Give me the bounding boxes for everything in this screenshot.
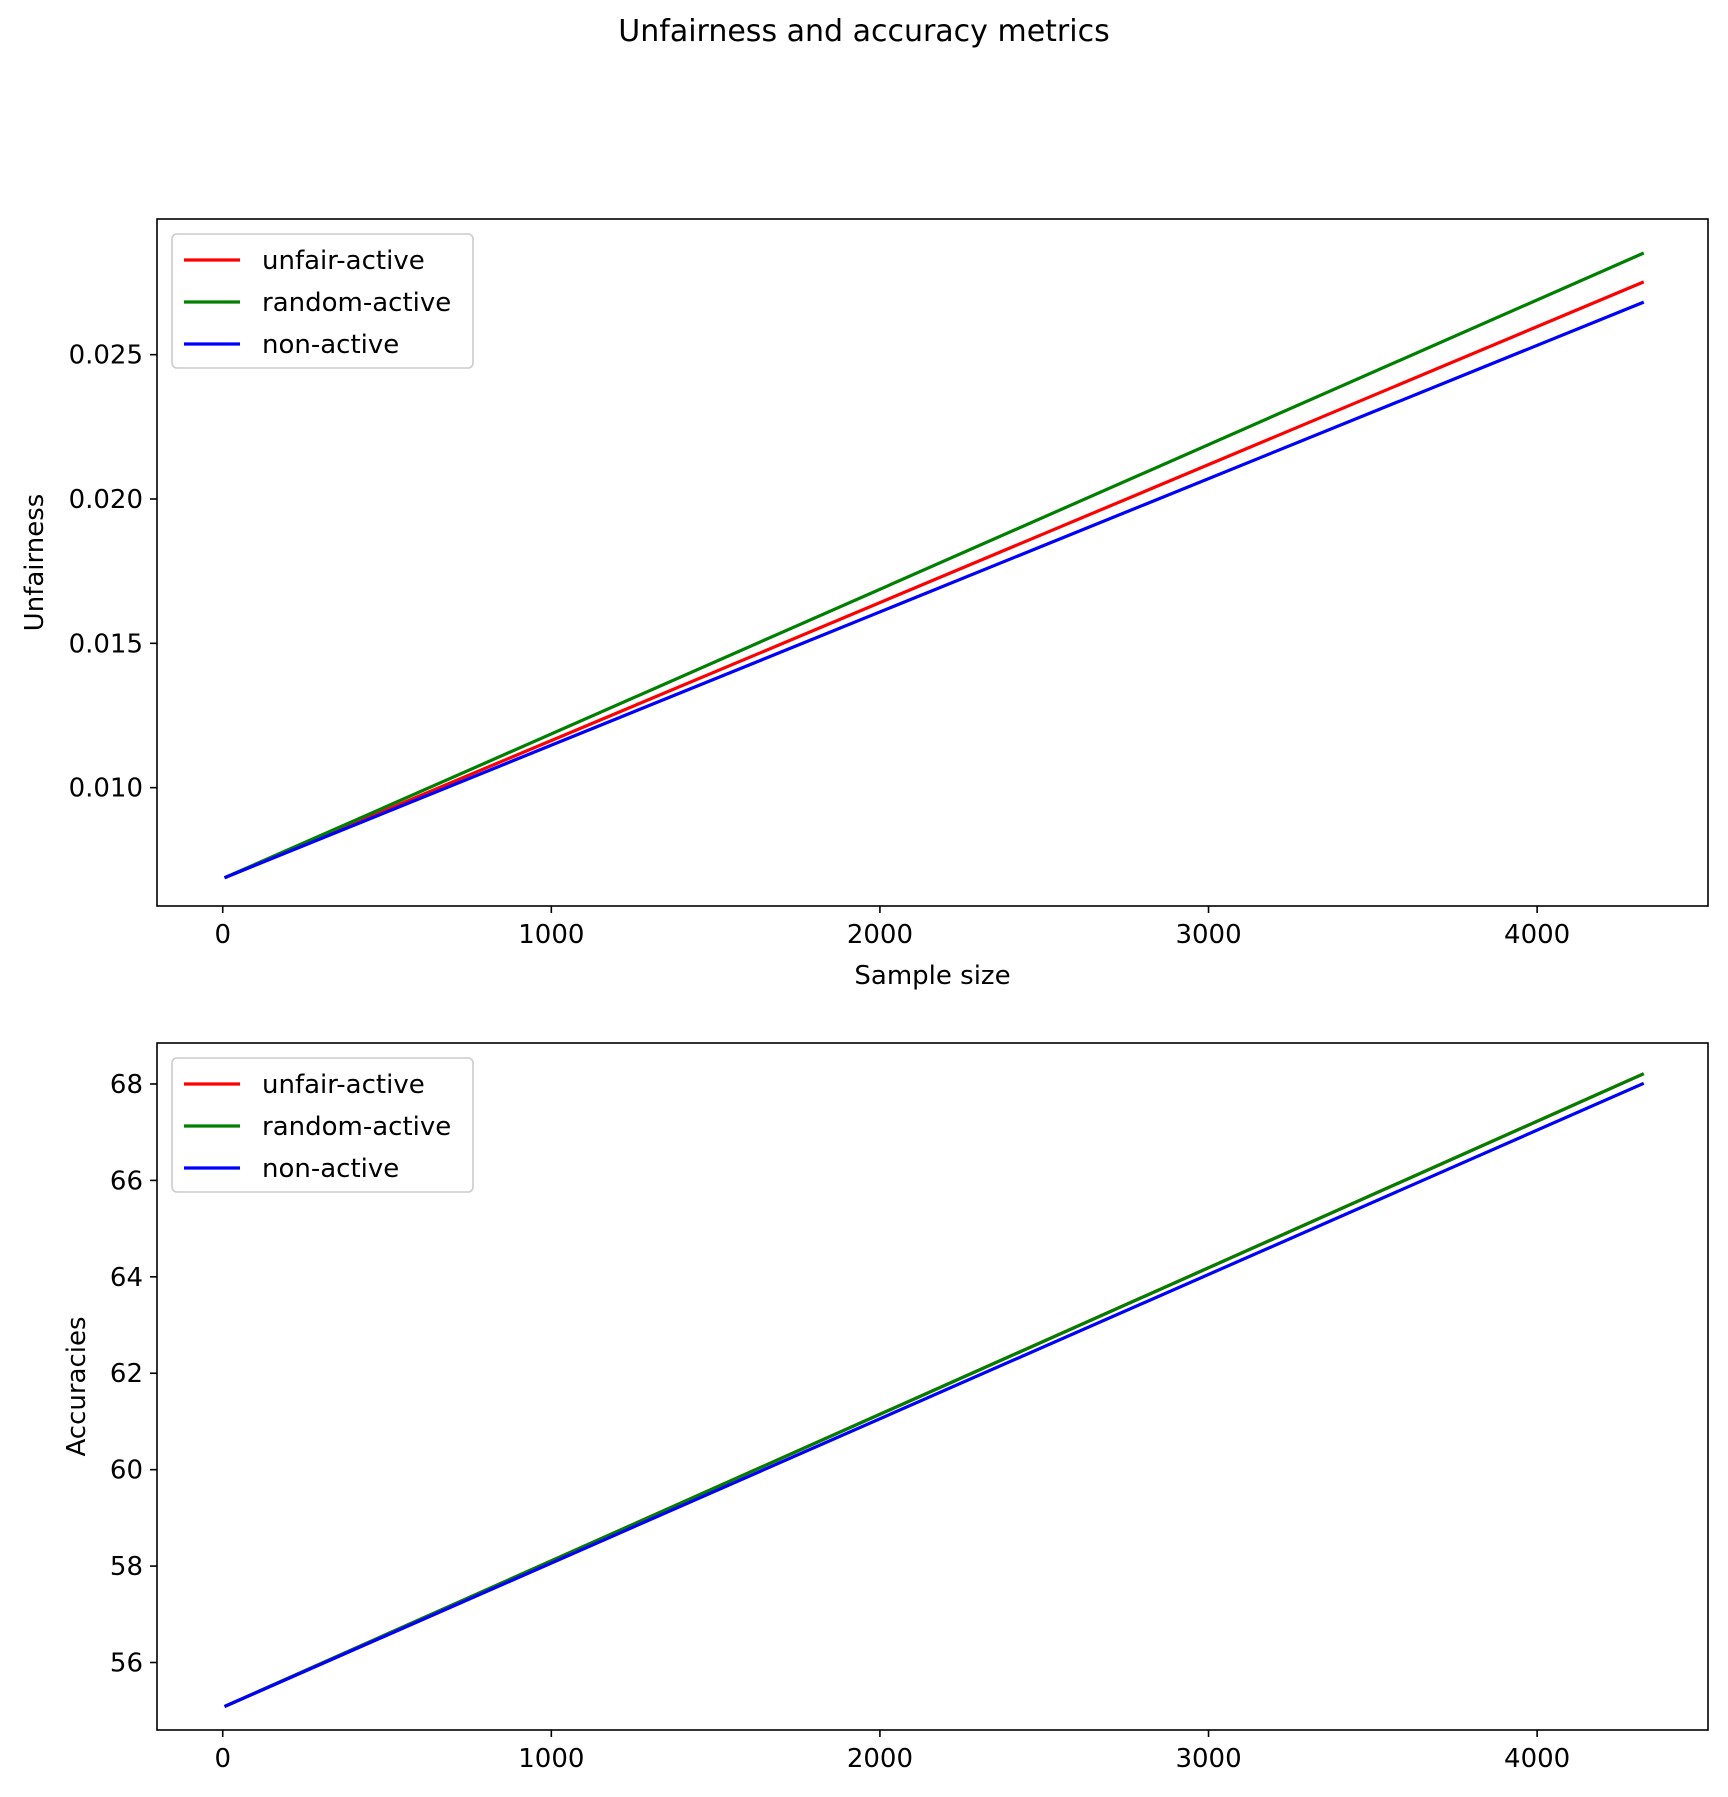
legend-box: [171, 1057, 474, 1193]
legend-label-random-active: random-active: [262, 1112, 451, 1142]
legend: unfair-active random-active non-active: [171, 233, 474, 369]
axes-frame: [156, 1042, 1709, 1731]
series-line-random-active: [223, 251, 1645, 880]
y-tick-label: 56: [110, 1649, 143, 1679]
y-tick-label: 62: [110, 1359, 143, 1389]
subplot-1: 0 1000 2000 3000 4000 0.010 0.015 0.020 0.025 Sam…: [20, 218, 1709, 991]
legend-box: [171, 233, 474, 369]
legend-label-random-active: random-active: [262, 288, 451, 318]
x-tick-label: 3000: [1175, 1744, 1241, 1774]
legend-label-unfair-active: unfair-active: [262, 1070, 425, 1100]
series-line-non-active: [223, 1081, 1645, 1709]
y-tick-label: 0.020: [69, 485, 143, 515]
subplot-2: 0 1000 2000 3000 4000 56 58 60 62 64 66 68 Accuracie…: [62, 1042, 1709, 1774]
x-tick-label: 0: [214, 920, 231, 950]
x-tick-label: 4000: [1504, 1744, 1570, 1774]
y-tick-label: 64: [110, 1263, 143, 1293]
axes-frame: [156, 218, 1709, 907]
y-tick-label: 66: [110, 1166, 143, 1196]
series-line-non-active: [223, 300, 1645, 880]
legend-label-non-active: non-active: [262, 1154, 399, 1184]
x-tick-label: 0: [214, 1744, 231, 1774]
y-axis-label: Unfairness: [20, 494, 50, 632]
y-tick-label: 58: [110, 1552, 143, 1582]
legend-label-non-active: non-active: [262, 330, 399, 360]
legend: unfair-active random-active non-active: [171, 1057, 474, 1193]
y-tick-label: 0.025: [69, 341, 143, 371]
legend-label-unfair-active: unfair-active: [262, 246, 425, 276]
x-tick-label: 2000: [847, 920, 913, 950]
x-tick-label: 3000: [1175, 920, 1241, 950]
x-tick-label: 4000: [1504, 920, 1570, 950]
y-tick-label: 0.010: [69, 774, 143, 804]
series-line-unfair-active: [223, 280, 1645, 880]
x-tick-label: 1000: [518, 1744, 584, 1774]
x-tick-label: 2000: [847, 1744, 913, 1774]
y-tick-label: 68: [110, 1070, 143, 1100]
figure-title: Unfairness and accuracy metrics: [618, 14, 1110, 49]
y-tick-label: 0.015: [69, 629, 143, 659]
y-tick-label: 60: [110, 1456, 143, 1486]
y-axis-label: Accuracies: [62, 1316, 92, 1456]
x-tick-label: 1000: [518, 920, 584, 950]
x-axis-label: Sample size: [854, 961, 1010, 991]
